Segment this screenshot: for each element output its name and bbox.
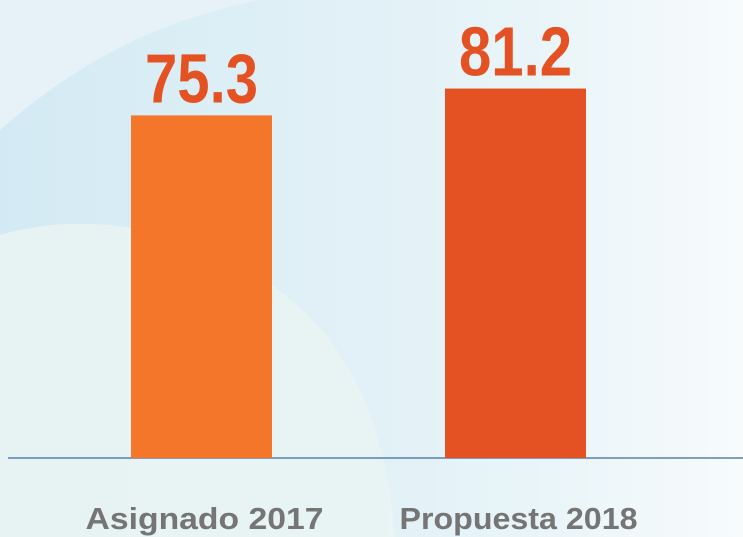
bar [445, 88, 586, 458]
background-shape [0, 0, 260, 130]
value-label: 81.2 [459, 13, 572, 91]
bar [131, 115, 272, 458]
x-tick-label: Propuesta 2018 [400, 501, 638, 536]
x-tick-label: Asignado 2017 [86, 501, 324, 536]
value-label: 75.3 [145, 39, 258, 117]
